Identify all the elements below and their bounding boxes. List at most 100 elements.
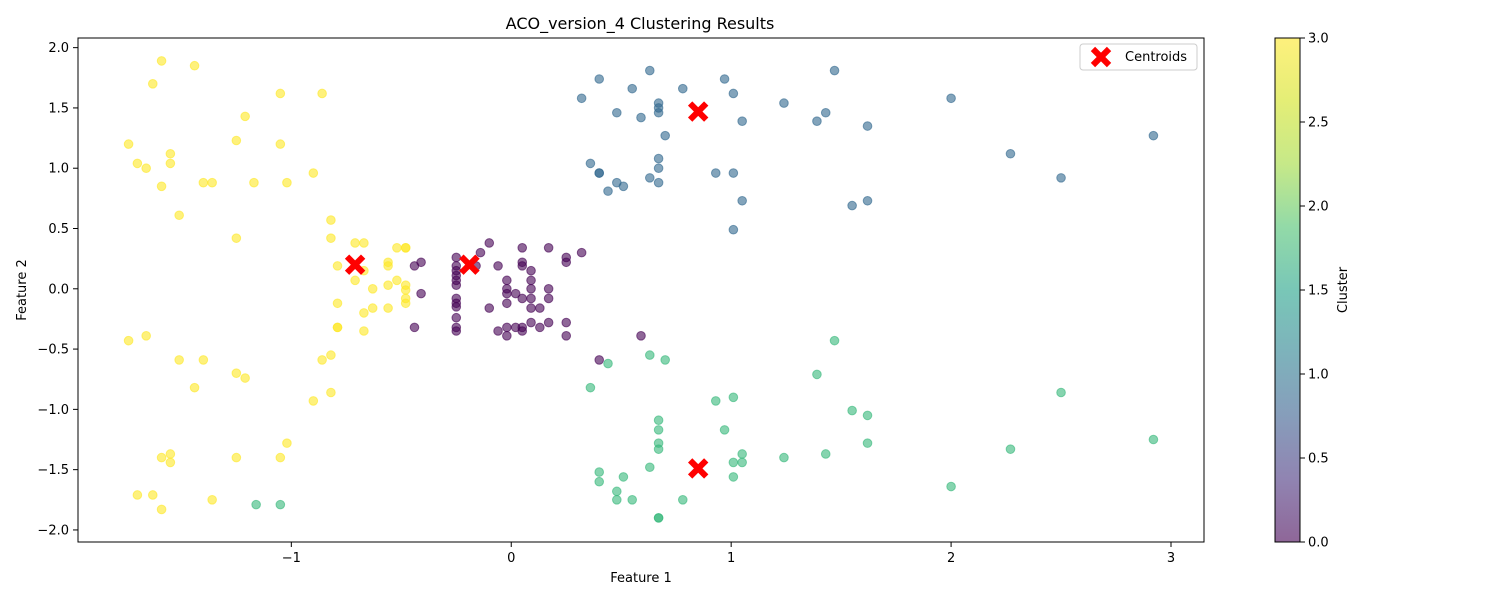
cluster-3-point bbox=[317, 355, 327, 365]
cluster-3-point bbox=[240, 111, 250, 122]
cluster-3-point bbox=[400, 298, 411, 309]
y-tick-label: −1.5 bbox=[37, 463, 69, 478]
cluster-2-point bbox=[594, 467, 605, 477]
cluster-0-point bbox=[510, 288, 521, 299]
cluster-1-point bbox=[862, 121, 873, 131]
cluster-2-point bbox=[728, 457, 739, 468]
cluster-0-point bbox=[451, 312, 462, 323]
cluster-3-point bbox=[359, 308, 369, 318]
cluster-0-point bbox=[484, 238, 495, 248]
cluster-3-point bbox=[207, 494, 217, 505]
x-axis: −1 0 1 2 3 bbox=[282, 542, 1175, 566]
cluster-3-point bbox=[392, 242, 402, 253]
plot-area bbox=[77, 37, 1205, 543]
cluster-0-point bbox=[451, 280, 462, 290]
cluster-2-point bbox=[829, 335, 840, 346]
cluster-3-point bbox=[123, 139, 134, 149]
centroid-marker bbox=[687, 101, 709, 122]
colorbar-tick-label: 2.5 bbox=[1308, 116, 1329, 131]
legend-centroid-marker bbox=[1090, 46, 1112, 68]
cluster-0-point bbox=[543, 242, 554, 253]
cluster-2-point bbox=[847, 405, 857, 416]
cluster-0-point bbox=[543, 283, 554, 294]
cluster-2-point bbox=[594, 476, 605, 487]
cluster-0-point bbox=[561, 317, 572, 328]
cluster-0-point bbox=[502, 275, 512, 286]
colorbar-tick-label: 0.0 bbox=[1308, 536, 1329, 551]
cluster-1-point bbox=[653, 177, 664, 188]
centroids-layer bbox=[344, 101, 709, 479]
colorbar-gradient bbox=[1275, 38, 1300, 542]
cluster-2-point bbox=[653, 425, 664, 435]
y-tick-label: −1.0 bbox=[37, 403, 69, 418]
cluster-3-point bbox=[189, 60, 200, 71]
y-axis: −2.0 −1.5 −1.0 −0.5 0.0 0.5 1.0 1.5 2.0 bbox=[37, 41, 78, 538]
cluster-0-point bbox=[409, 322, 420, 333]
cluster-3-point bbox=[165, 457, 176, 468]
cluster-0-point bbox=[526, 275, 536, 286]
cluster-0-point bbox=[543, 293, 554, 304]
cluster-2-point bbox=[728, 392, 739, 403]
cluster-3-point bbox=[231, 452, 242, 463]
cluster-0-point bbox=[502, 322, 512, 333]
cluster-0-point bbox=[594, 355, 605, 365]
cluster-1-point bbox=[862, 195, 873, 206]
cluster-2-point bbox=[618, 472, 629, 482]
cluster-2-point bbox=[1056, 387, 1066, 398]
cluster-3-point bbox=[400, 285, 411, 295]
cluster-0-point bbox=[543, 317, 554, 328]
cluster-3-point bbox=[156, 181, 167, 192]
cluster-2-point bbox=[737, 449, 747, 459]
cluster-0-point bbox=[502, 288, 512, 299]
cluster-3-point bbox=[198, 177, 209, 188]
cluster-3-point bbox=[132, 158, 143, 169]
cluster-1-point bbox=[653, 107, 664, 118]
cluster-0-point bbox=[517, 242, 528, 253]
colorbar-tick-label: 0.5 bbox=[1308, 452, 1329, 467]
cluster-1-point bbox=[728, 168, 739, 178]
cluster-3-point bbox=[147, 490, 158, 500]
cluster-0-point bbox=[561, 331, 572, 341]
x-tick-label: 1 bbox=[727, 551, 735, 566]
legend-centroid-icon bbox=[1090, 46, 1112, 68]
cluster-3-point bbox=[231, 368, 242, 378]
cluster-2-point bbox=[603, 358, 613, 369]
cluster-1-point bbox=[719, 74, 730, 84]
cluster-1-point bbox=[1005, 148, 1016, 159]
y-tick-label: 0.5 bbox=[48, 222, 69, 237]
cluster-3-point bbox=[156, 504, 167, 515]
cluster-0-point bbox=[517, 293, 528, 304]
cluster-2-point bbox=[660, 355, 670, 365]
colorbar-tick-label: 1.0 bbox=[1308, 368, 1329, 383]
cluster-3-point bbox=[141, 331, 151, 341]
centroid-marker bbox=[687, 458, 709, 479]
y-tick-label: 2.0 bbox=[48, 41, 69, 56]
cluster-3-point bbox=[123, 335, 134, 346]
cluster-0-point bbox=[493, 326, 503, 336]
cluster-3-point bbox=[189, 382, 200, 393]
cluster-3-point bbox=[282, 438, 292, 448]
cluster-3-point bbox=[400, 242, 411, 253]
cluster-2-point bbox=[946, 481, 956, 492]
x-tick-label: 0 bbox=[507, 551, 515, 566]
cluster-0-point bbox=[535, 303, 545, 313]
cluster-2-point bbox=[737, 457, 747, 468]
cluster-1-point bbox=[612, 107, 622, 118]
cluster-1-point bbox=[946, 93, 956, 104]
cluster-3-point bbox=[174, 355, 184, 365]
cluster-3-point bbox=[326, 233, 336, 243]
cluster-3-point bbox=[367, 283, 378, 294]
points-layer bbox=[123, 56, 1159, 523]
cluster-3-point bbox=[282, 177, 292, 188]
colorbar-tick-label: 2.0 bbox=[1308, 200, 1329, 215]
centroid-marker bbox=[459, 254, 480, 275]
x-axis-label: Feature 1 bbox=[610, 571, 672, 586]
cluster-2-point bbox=[1148, 434, 1159, 445]
cluster-0-point bbox=[484, 303, 495, 313]
cluster-1-point bbox=[594, 168, 605, 178]
cluster-2-point bbox=[710, 396, 721, 406]
cluster-3-point bbox=[359, 238, 369, 248]
cluster-3-point bbox=[383, 261, 393, 271]
cluster-2-point bbox=[1005, 444, 1016, 454]
legend-label: Centroids bbox=[1125, 50, 1187, 65]
